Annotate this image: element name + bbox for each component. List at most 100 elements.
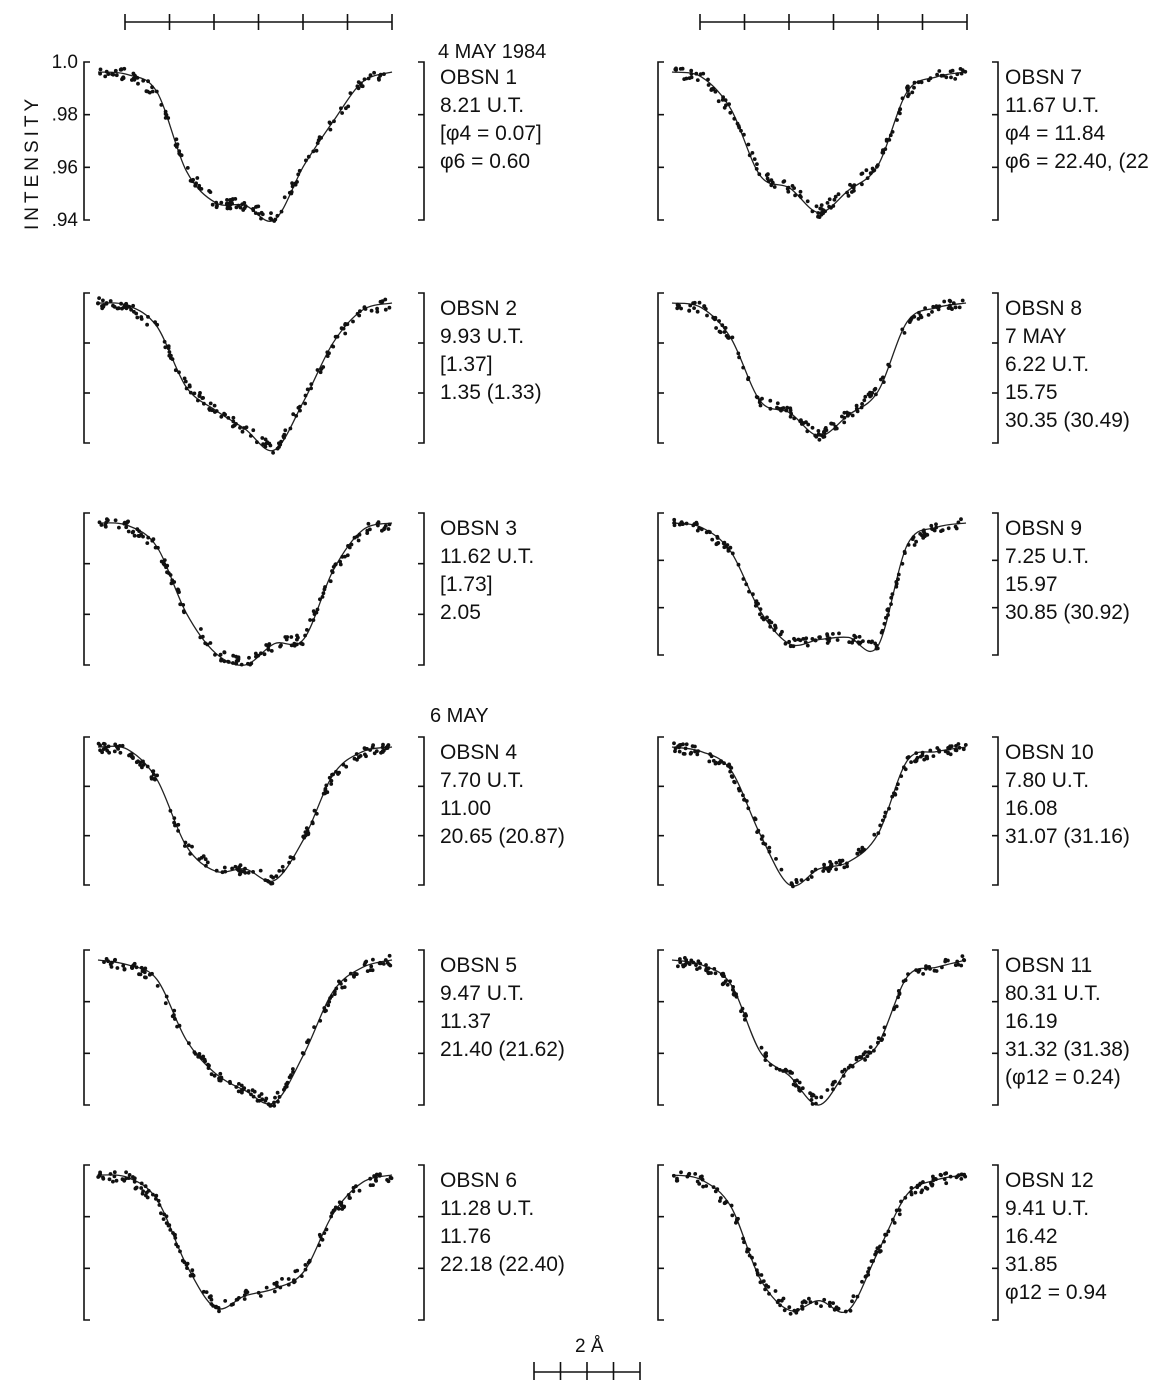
obsn-text-line: 9.41 U.T. [1005, 1197, 1089, 1220]
data-point [882, 1025, 887, 1030]
data-point [272, 1103, 277, 1108]
data-point [384, 745, 389, 750]
data-point [306, 154, 311, 159]
data-point [862, 398, 867, 403]
data-point [897, 1208, 902, 1212]
panel-1: .94 .96 .98 1.0 OBSN 1 8.21 U.T. [φ4 = 0.07] φ6… [52, 52, 542, 231]
y-tick-label: .98 [52, 105, 78, 126]
data-point [791, 644, 796, 649]
data-point [353, 971, 357, 976]
data-point [711, 315, 716, 320]
data-point [323, 787, 328, 791]
data-point [172, 1013, 176, 1017]
data-point [172, 816, 177, 820]
data-point [877, 1249, 882, 1254]
data-point [810, 1102, 815, 1106]
data-point [934, 525, 939, 530]
data-point [203, 1059, 208, 1064]
data-point [851, 1294, 856, 1299]
data-point [781, 406, 786, 410]
data-point [859, 1055, 864, 1059]
data-point [269, 874, 274, 879]
data-point [165, 570, 169, 575]
data-point [135, 315, 140, 320]
data-point [122, 66, 127, 71]
data-point [291, 412, 296, 417]
data-point [905, 84, 910, 89]
obsn-text-line: [1.37] [440, 353, 493, 376]
right-axis [418, 61, 425, 221]
data-point [352, 756, 357, 761]
data-point [875, 646, 880, 651]
right-axis [992, 949, 999, 1106]
data-point [679, 520, 684, 524]
data-point [755, 162, 759, 167]
obsn-text-line: φ6 = 0.60 [440, 150, 530, 173]
fit-curve [671, 746, 967, 887]
data-point [732, 116, 737, 121]
data-point [280, 1277, 284, 1281]
data-point [901, 979, 906, 984]
data-point [271, 450, 275, 455]
data-point [145, 764, 150, 769]
data-point [679, 1170, 683, 1175]
data-point [259, 210, 264, 215]
data-point [711, 86, 716, 91]
data-point [960, 298, 965, 303]
data-point [759, 1045, 764, 1050]
data-point [959, 963, 964, 968]
data-point [276, 1099, 280, 1104]
data-point [731, 992, 736, 997]
data-point [706, 83, 711, 87]
data-point [778, 1068, 782, 1072]
data-point [163, 116, 168, 120]
data-point [212, 1073, 217, 1078]
data-point [269, 1103, 273, 1108]
data-point [174, 137, 179, 142]
data-point [240, 429, 245, 434]
data-point [756, 601, 760, 606]
data-point [346, 104, 351, 109]
right-axis [418, 292, 425, 444]
data-point [878, 1244, 882, 1249]
data-point [364, 754, 368, 759]
data-point [219, 200, 224, 205]
data-point [948, 299, 953, 304]
fit-curve [671, 302, 967, 437]
data-point [272, 1289, 277, 1294]
data-point [936, 307, 941, 312]
obsn-text-line: OBSN 3 [440, 517, 517, 540]
data-point [326, 1003, 330, 1007]
data-point [290, 184, 295, 189]
data-point [275, 1283, 279, 1288]
data-point [700, 1177, 705, 1182]
data-point [117, 525, 121, 530]
data-point [188, 852, 193, 856]
data-point [838, 862, 842, 867]
data-point [696, 749, 700, 753]
data-point [709, 971, 713, 975]
data-point [925, 756, 930, 761]
data-point [183, 379, 188, 384]
data-point [799, 418, 803, 422]
data-point [863, 394, 868, 399]
data-point [369, 308, 374, 313]
data-point [171, 1231, 175, 1235]
data-point [105, 748, 110, 753]
data-point [834, 867, 838, 872]
data-point [953, 963, 958, 967]
data-point [278, 1285, 283, 1290]
data-point [942, 1177, 947, 1181]
data-point [728, 545, 733, 550]
data-point [225, 203, 230, 208]
data-point [212, 403, 217, 408]
data-point [729, 1203, 734, 1208]
data-point [381, 742, 385, 747]
data-point [263, 437, 268, 442]
data-point [231, 415, 236, 420]
data-point [913, 1190, 918, 1195]
data-point [204, 863, 208, 868]
data-point [272, 1100, 276, 1105]
data-point [944, 1181, 949, 1186]
obsn-text-line: (φ12 = 0.24) [1005, 1066, 1121, 1089]
